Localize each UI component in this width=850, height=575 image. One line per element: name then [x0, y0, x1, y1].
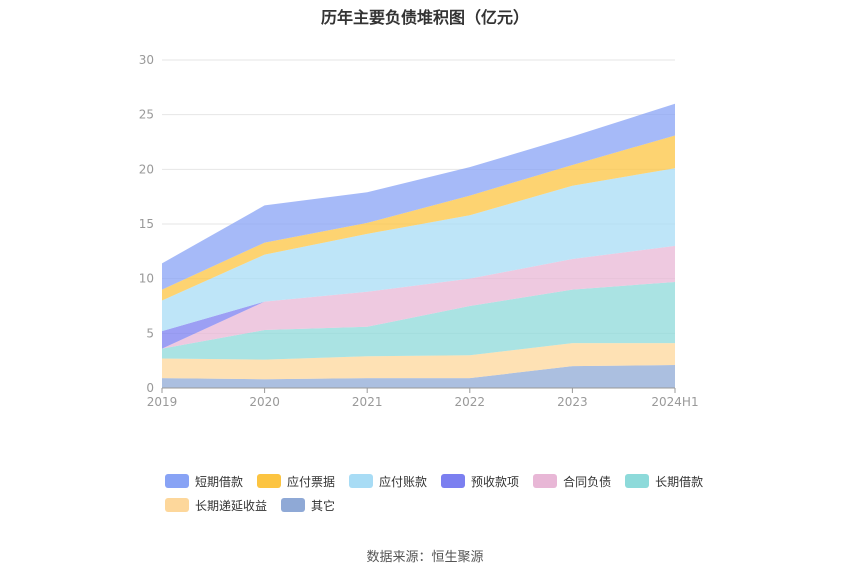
legend-swatch — [257, 474, 282, 488]
y-tick-label: 20 — [139, 162, 154, 176]
legend-swatch — [281, 498, 306, 512]
y-tick-label: 15 — [139, 217, 154, 231]
x-tick-label: 2023 — [557, 395, 588, 409]
legend-swatch — [533, 474, 558, 488]
stacked-area-chart: 0 5 10 15 20 25 30 2019 2020 2021 2022 2023 2024H1 — [139, 53, 699, 409]
area-series-长期递延收益 — [162, 343, 675, 380]
area-series-短期借款 — [162, 103, 675, 290]
legend-label: 其它 — [311, 498, 336, 513]
area-series-应付票据 — [162, 135, 675, 301]
legend-swatch — [165, 474, 189, 488]
legend-item[interactable]: 长期借款 — [625, 472, 703, 490]
y-tick-label: 5 — [146, 326, 154, 340]
area-series-其它 — [162, 365, 675, 388]
legend-item[interactable]: 应付账款 — [349, 472, 427, 490]
legend-item[interactable]: 长期递延收益 — [165, 496, 267, 514]
x-tick-label: 2020 — [249, 395, 280, 409]
legend-swatch — [441, 474, 466, 488]
y-tick-label: 30 — [139, 53, 154, 67]
legend-label: 长期借款 — [655, 474, 704, 489]
legend-item[interactable]: 合同负债 — [533, 472, 611, 490]
area-series-应付账款 — [162, 168, 675, 332]
legend-item[interactable]: 应付票据 — [257, 472, 335, 490]
area-layer — [162, 103, 675, 388]
legend-item[interactable]: 预收款项 — [441, 472, 519, 490]
legend-label: 应付票据 — [287, 474, 336, 489]
x-tick-label: 2021 — [352, 395, 383, 409]
legend: 短期借款 应付票据 应付账款 预收款项 合同负债 长期借款长期递延收益 其它 — [165, 472, 725, 520]
legend-item[interactable]: 其它 — [281, 496, 335, 514]
legend-label: 合同负债 — [563, 474, 612, 489]
legend-item[interactable]: 短期借款 — [165, 472, 243, 490]
x-tick-label: 2024H1 — [651, 395, 698, 409]
x-tick-label: 2022 — [455, 395, 486, 409]
legend-swatch — [165, 498, 189, 512]
legend-label: 长期递延收益 — [195, 498, 268, 513]
chart-title: 历年主要负债堆积图（亿元） — [320, 8, 529, 27]
legend-label: 预收款项 — [471, 474, 520, 489]
data-source: 数据来源：恒生聚源 — [366, 550, 484, 565]
y-tick-label: 0 — [146, 381, 154, 395]
x-tick-label: 2019 — [147, 395, 178, 409]
legend-label: 应付账款 — [379, 474, 428, 489]
area-series-长期借款 — [162, 281, 675, 360]
axis-layer: 0 5 10 15 20 25 30 2019 2020 2021 2022 2023 2024H1 — [139, 53, 699, 409]
legend-label: 短期借款 — [195, 474, 244, 489]
y-tick-label: 25 — [139, 108, 154, 122]
y-tick-label: 10 — [139, 272, 154, 286]
legend-swatch — [625, 474, 650, 488]
area-series-合同负债 — [162, 245, 675, 349]
legend-swatch — [349, 474, 374, 488]
